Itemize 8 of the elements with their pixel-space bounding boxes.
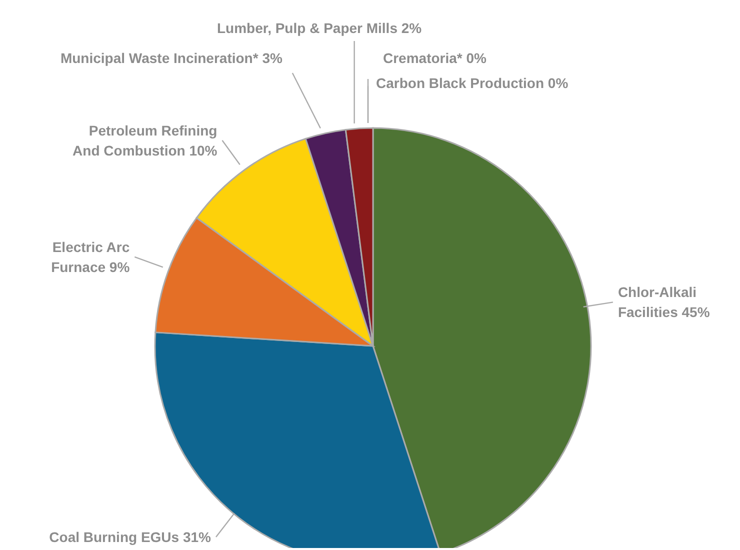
category-label: Carbon Black Production 0% <box>376 75 568 91</box>
slice-label: Petroleum Refining And Combustion 10% <box>72 122 218 158</box>
slice-label: Coal Burning EGUs 31% <box>49 528 212 545</box>
slice-label: Lumber, Pulp & Paper Mills 2% <box>217 20 422 36</box>
category-label: Crematoria* 0% <box>383 50 486 66</box>
slice-label: Chlor-Alkali Facilities 45% <box>618 284 710 320</box>
slice-label: Municipal Waste Incineration* 3% <box>60 50 283 66</box>
slice-label: Electric Arc Furnace 9% <box>51 238 130 275</box>
